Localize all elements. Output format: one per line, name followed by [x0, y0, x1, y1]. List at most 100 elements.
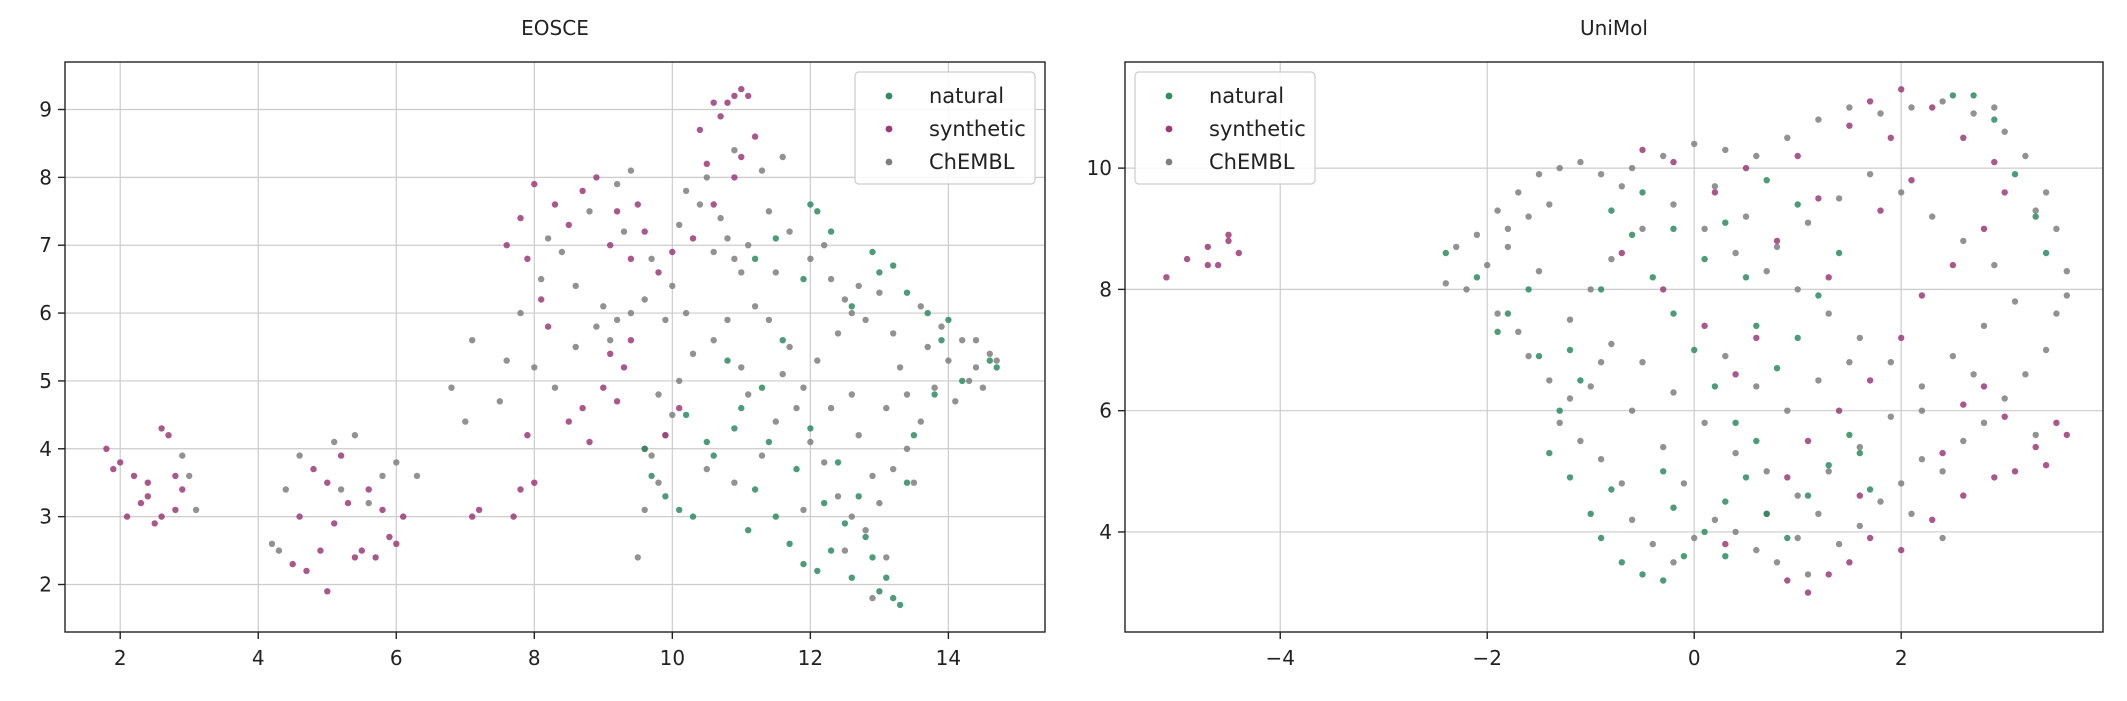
eosce-series-natural: [641, 201, 1000, 609]
unimol-point-chembl: [1763, 268, 1770, 275]
unimol-point-natural: [1991, 116, 1998, 123]
eosce-point-chembl: [876, 289, 883, 296]
eosce-point-synthetic: [179, 486, 186, 493]
eosce-title: EOSCE: [521, 16, 589, 40]
unimol-point-natural: [1670, 310, 1677, 317]
unimol-point-chembl: [1628, 407, 1636, 414]
unimol-point-chembl: [1846, 104, 1853, 111]
unimol-point-natural: [1794, 201, 1801, 208]
unimol-point-natural: [1618, 559, 1626, 566]
unimol-point-chembl: [1856, 443, 1864, 451]
eosce-point-chembl: [448, 384, 455, 391]
unimol-point-chembl: [1525, 352, 1532, 360]
unimol-point-synthetic: [1711, 189, 1719, 196]
eosce-point-chembl: [869, 594, 876, 602]
unimol-point-chembl: [1660, 443, 1667, 451]
eosce-point-natural: [800, 275, 807, 283]
eosce-point-synthetic: [731, 92, 738, 100]
unimol-point-synthetic: [1929, 516, 1936, 523]
unimol-point-natural: [1494, 328, 1501, 335]
unimol-point-chembl: [1877, 498, 1884, 505]
unimol-point-chembl: [2053, 225, 2060, 232]
unimol-point-synthetic: [1960, 134, 1967, 141]
eosce-point-chembl: [945, 357, 952, 364]
eosce-point-natural: [745, 527, 752, 534]
eosce-point-synthetic: [310, 465, 317, 473]
eosce-point-chembl: [710, 248, 717, 256]
eosce-point-chembl: [807, 255, 814, 262]
unimol-point-natural: [1742, 274, 1750, 281]
eosce-point-synthetic: [517, 486, 524, 493]
unimol-point-synthetic: [1991, 158, 1998, 166]
eosce-point-chembl: [841, 547, 849, 554]
unimol-point-synthetic: [1949, 261, 1957, 269]
eosce-legend-label-synthetic: synthetic: [929, 117, 1026, 141]
eosce-point-synthetic: [144, 479, 151, 486]
eosce-point-chembl: [848, 513, 855, 520]
eosce-point-natural: [772, 235, 779, 242]
unimol-point-chembl: [1453, 243, 1460, 251]
eosce-ytick-label: 5: [39, 369, 52, 393]
eosce-point-chembl: [903, 391, 911, 398]
eosce-point-chembl: [351, 432, 359, 439]
eosce-point-synthetic: [158, 425, 165, 432]
eosce-point-chembl: [607, 337, 614, 344]
eosce-point-natural: [945, 316, 952, 324]
unimol-point-chembl: [1742, 213, 1750, 220]
unimol-point-chembl: [1856, 522, 1864, 530]
unimol-point-chembl: [1463, 286, 1470, 293]
eosce-point-synthetic: [662, 432, 669, 439]
eosce-point-synthetic: [172, 472, 179, 480]
unimol-point-synthetic: [2032, 443, 2039, 451]
eosce-point-synthetic: [117, 459, 124, 466]
eosce-point-synthetic: [634, 201, 641, 208]
eosce-point-chembl: [365, 499, 372, 507]
eosce-point-chembl: [821, 242, 828, 249]
eosce-point-chembl: [807, 438, 814, 446]
eosce-point-chembl: [634, 554, 641, 561]
eosce-point-synthetic: [751, 133, 759, 140]
eosce-point-chembl: [620, 228, 628, 235]
eosce-point-chembl: [758, 167, 766, 174]
unimol-legend-label-natural: natural: [1209, 84, 1284, 108]
eosce-ytick-label: 6: [39, 301, 52, 325]
eosce-point-natural: [841, 520, 849, 527]
eosce-point-natural: [641, 445, 648, 452]
eosce-point-synthetic: [358, 547, 365, 554]
unimol-point-synthetic: [1742, 164, 1750, 172]
unimol-point-chembl: [2053, 310, 2060, 317]
eosce-point-synthetic: [151, 520, 158, 527]
eosce-legend-marker-chembl: [885, 158, 893, 166]
unimol-point-natural: [1835, 249, 1843, 257]
eosce-point-synthetic: [579, 404, 586, 412]
eosce-point-chembl: [724, 235, 731, 242]
eosce-point-chembl: [275, 547, 283, 554]
unimol-point-synthetic: [1887, 134, 1895, 141]
eosce-point-chembl: [869, 472, 876, 480]
unimol-point-chembl: [1608, 255, 1615, 263]
eosce-point-chembl: [186, 472, 193, 480]
eosce-point-chembl: [469, 337, 476, 344]
eosce-point-chembl: [834, 493, 842, 500]
eosce-point-natural: [682, 411, 690, 419]
eosce-point-chembl: [848, 391, 855, 398]
eosce-point-chembl: [745, 391, 752, 398]
eosce-point-chembl: [393, 459, 400, 466]
unimol-point-natural: [1680, 553, 1688, 560]
eosce-point-chembl: [179, 452, 186, 459]
unimol-point-synthetic: [1225, 231, 1232, 238]
unimol-legend-label-synthetic: synthetic: [1209, 117, 1306, 141]
eosce-point-chembl: [896, 364, 904, 371]
eosce-point-natural: [848, 303, 855, 310]
unimol-point-chembl: [1670, 201, 1677, 208]
eosce-legend-marker-natural: [885, 92, 893, 100]
unimol-point-chembl: [1722, 352, 1729, 360]
eosce-point-natural: [890, 262, 897, 269]
eosce-point-chembl: [600, 303, 607, 310]
unimol-point-chembl: [1701, 225, 1708, 232]
unimol-point-natural: [1649, 274, 1657, 281]
eosce-legend: natural synthetic ChEMBL: [854, 71, 1036, 185]
eosce-point-chembl: [917, 418, 924, 425]
eosce-point-chembl: [979, 384, 987, 391]
unimol-point-chembl: [1597, 171, 1605, 178]
